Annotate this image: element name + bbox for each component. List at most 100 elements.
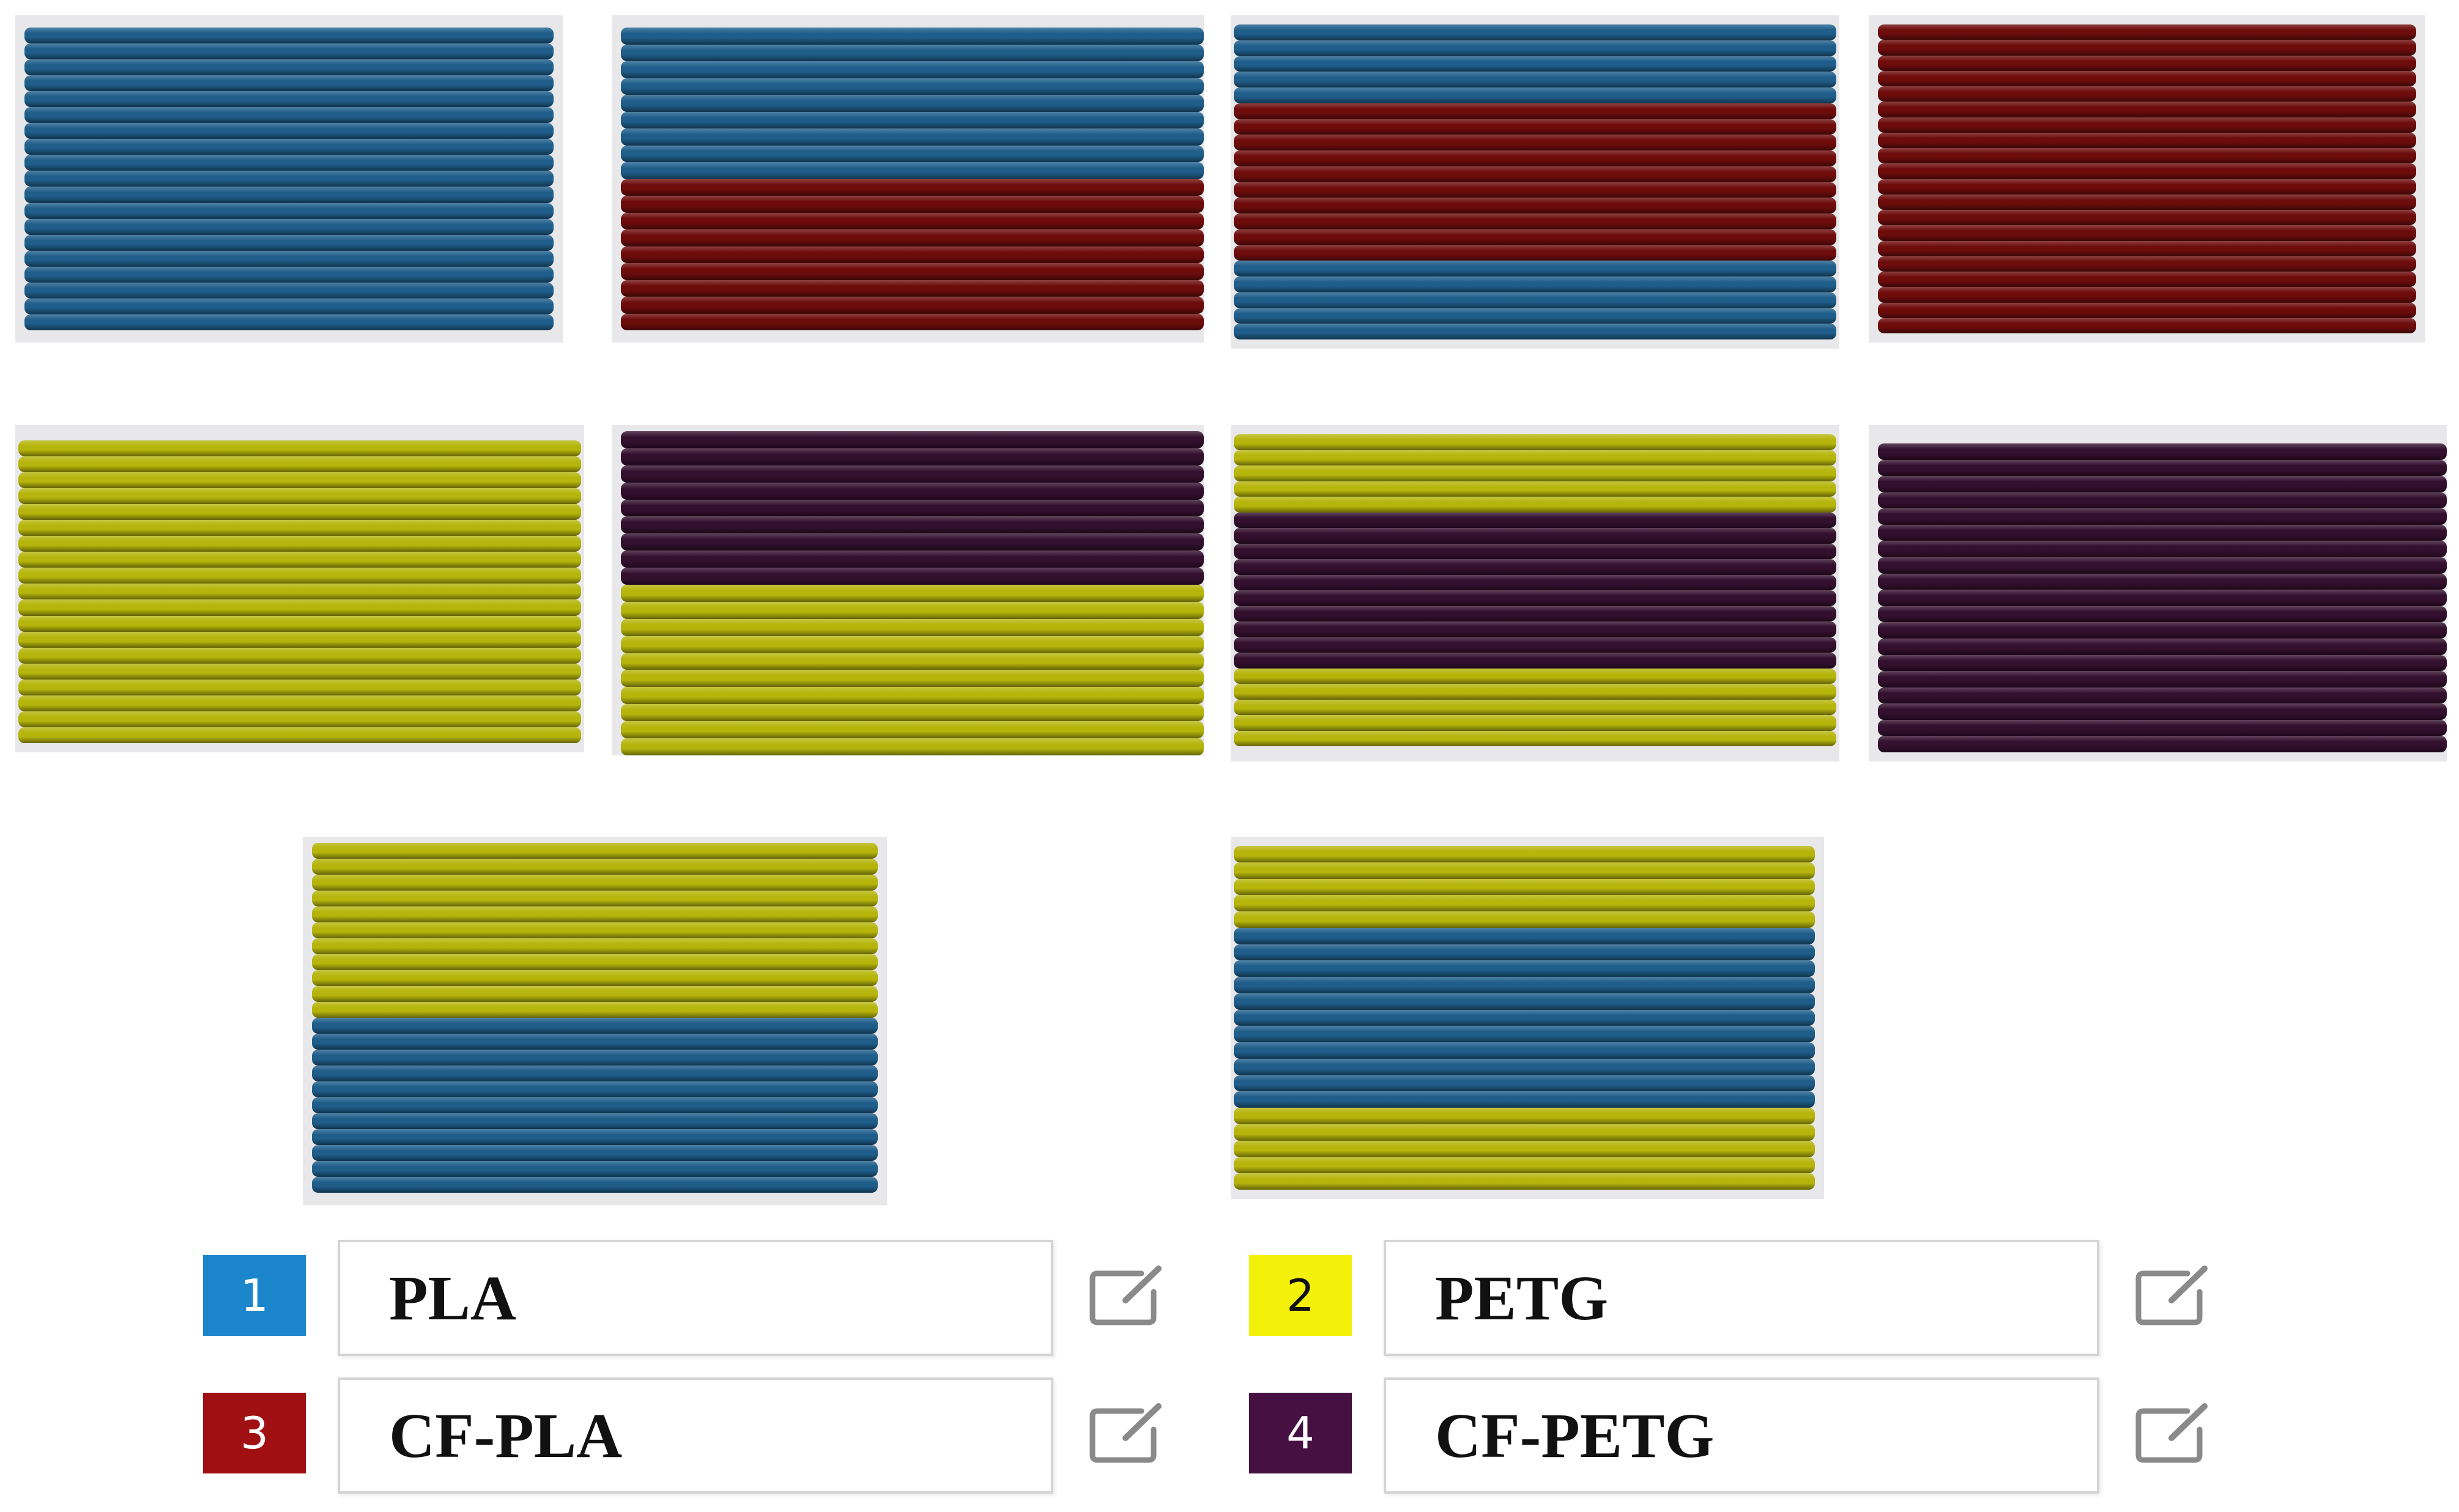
layer-band-pla [24,28,554,44]
layer-band-petg [18,440,581,457]
layer-band-cf-pla [1878,40,2416,56]
layer-band-cf-petg [621,431,1204,448]
layer-band-pla [621,162,1204,179]
layer-stack [1234,24,1836,339]
filament-1-badge: 1 [203,1255,306,1336]
filament-1-name-field[interactable]: PLA [338,1240,1053,1356]
layer-band-petg [1234,895,1815,912]
layer-band-pla [312,1034,878,1050]
layer-band-petg [621,618,1204,636]
layer-band-cf-pla [1878,86,2416,102]
layer-band-cf-pla [1878,148,2416,164]
layer-band-petg [18,663,581,680]
layer-band-cf-pla [1878,24,2416,40]
edit-icon[interactable] [1088,1398,1167,1465]
layer-band-pla [1234,276,1836,292]
layer-band-petg [1234,911,1815,928]
layer-band-pla [24,75,554,92]
layer-band-cf-pla [1878,179,2416,195]
layer-band-pla [1234,977,1815,993]
layer-band-cf-pla [1878,317,2416,333]
layer-band-cf-pla [1878,210,2416,226]
layer-band-pla [1234,56,1836,72]
filament-4-name: CF-PETG [1435,1400,1715,1471]
layer-band-cf-pla [1234,198,1836,213]
layer-band-cf-petg [1234,559,1836,575]
layer-band-cf-petg [1878,606,2447,623]
layer-band-petg [18,599,581,616]
layer-band-petg [1234,862,1815,879]
layer-band-cf-pla [1234,119,1836,135]
layer-band-cf-petg [1234,512,1836,528]
layer-band-pla [1234,24,1836,40]
layer-band-pla [1234,87,1836,103]
filament-3-number: 3 [240,1407,269,1459]
layer-band-cf-petg [1234,543,1836,559]
layer-band-cf-pla [1878,287,2416,303]
filament-1-name: PLA [389,1262,516,1333]
edit-icon[interactable] [2134,1398,2213,1465]
layer-band-pla [621,111,1204,128]
filament-2-name-field[interactable]: PETG [1384,1240,2099,1356]
layer-band-petg [18,727,581,743]
layer-band-cf-pla [1234,182,1836,198]
layer-band-pla [24,250,554,267]
layer-band-petg [1234,668,1836,684]
layer-band-pla [24,202,554,219]
layer-band-pla [312,1081,878,1097]
layer-band-cf-pla [1878,117,2416,133]
layer-stack [621,431,1204,755]
layer-band-pla [312,1161,878,1177]
layer-band-cf-petg [621,499,1204,517]
layer-stack [1878,24,2416,333]
swatch-cfpetg [1869,425,2447,762]
layer-band-cf-petg [1878,654,2447,672]
layer-band-pla [1234,1091,1815,1108]
layer-band-cf-petg [1878,622,2447,639]
layer-band-petg [18,679,581,695]
layer-band-petg [1234,1108,1815,1125]
layer-band-cf-petg [1878,703,2447,720]
layer-band-cf-pla [621,212,1204,229]
layer-band-cf-pla [1878,225,2416,241]
filament-4-name-field[interactable]: CF-PETG [1384,1377,2099,1494]
layer-band-pla [24,187,554,203]
layer-band-petg [18,504,581,521]
layer-band-pla [24,298,554,314]
layer-band-pla [312,1097,878,1113]
swatch-pla-cfpla [612,15,1204,343]
layer-band-cf-pla [1878,256,2416,272]
filament-3-name: CF-PLA [389,1400,623,1471]
layer-band-pla [621,78,1204,95]
layer-band-cf-petg [1234,590,1836,606]
layer-band-cf-petg [1878,736,2447,752]
layer-band-cf-pla [1878,132,2416,148]
layer-band-cf-petg [1878,671,2447,687]
layer-band-petg [18,711,581,727]
layer-band-cf-petg [621,516,1204,534]
filament-3-name-field[interactable]: CF-PLA [338,1377,1053,1494]
swatch-petg-pla-petg [1231,837,1824,1199]
filament-3-badge: 3 [203,1393,306,1473]
layer-band-cf-petg [1878,638,2447,655]
layer-band-pla [24,107,554,124]
edit-icon[interactable] [2134,1260,2213,1327]
layer-band-pla [312,1129,878,1145]
layer-band-petg [18,647,581,664]
layer-stack [18,440,581,743]
layer-band-petg [312,922,878,938]
layer-band-cf-pla [621,179,1204,196]
swatch-cfpla [1869,15,2425,343]
layer-band-petg [312,859,878,875]
layer-band-pla [1234,72,1836,87]
layer-band-petg [1234,450,1836,465]
layer-band-cf-petg [621,482,1204,500]
layer-band-cf-petg [1878,443,2447,460]
edit-icon[interactable] [1088,1260,1167,1327]
layer-band-pla [312,1065,878,1081]
layer-band-petg [312,954,878,970]
layer-band-cf-petg [1878,476,2447,492]
layer-band-pla [1234,40,1836,56]
layer-band-petg [312,1002,878,1018]
layer-band-pla [1234,1026,1815,1043]
